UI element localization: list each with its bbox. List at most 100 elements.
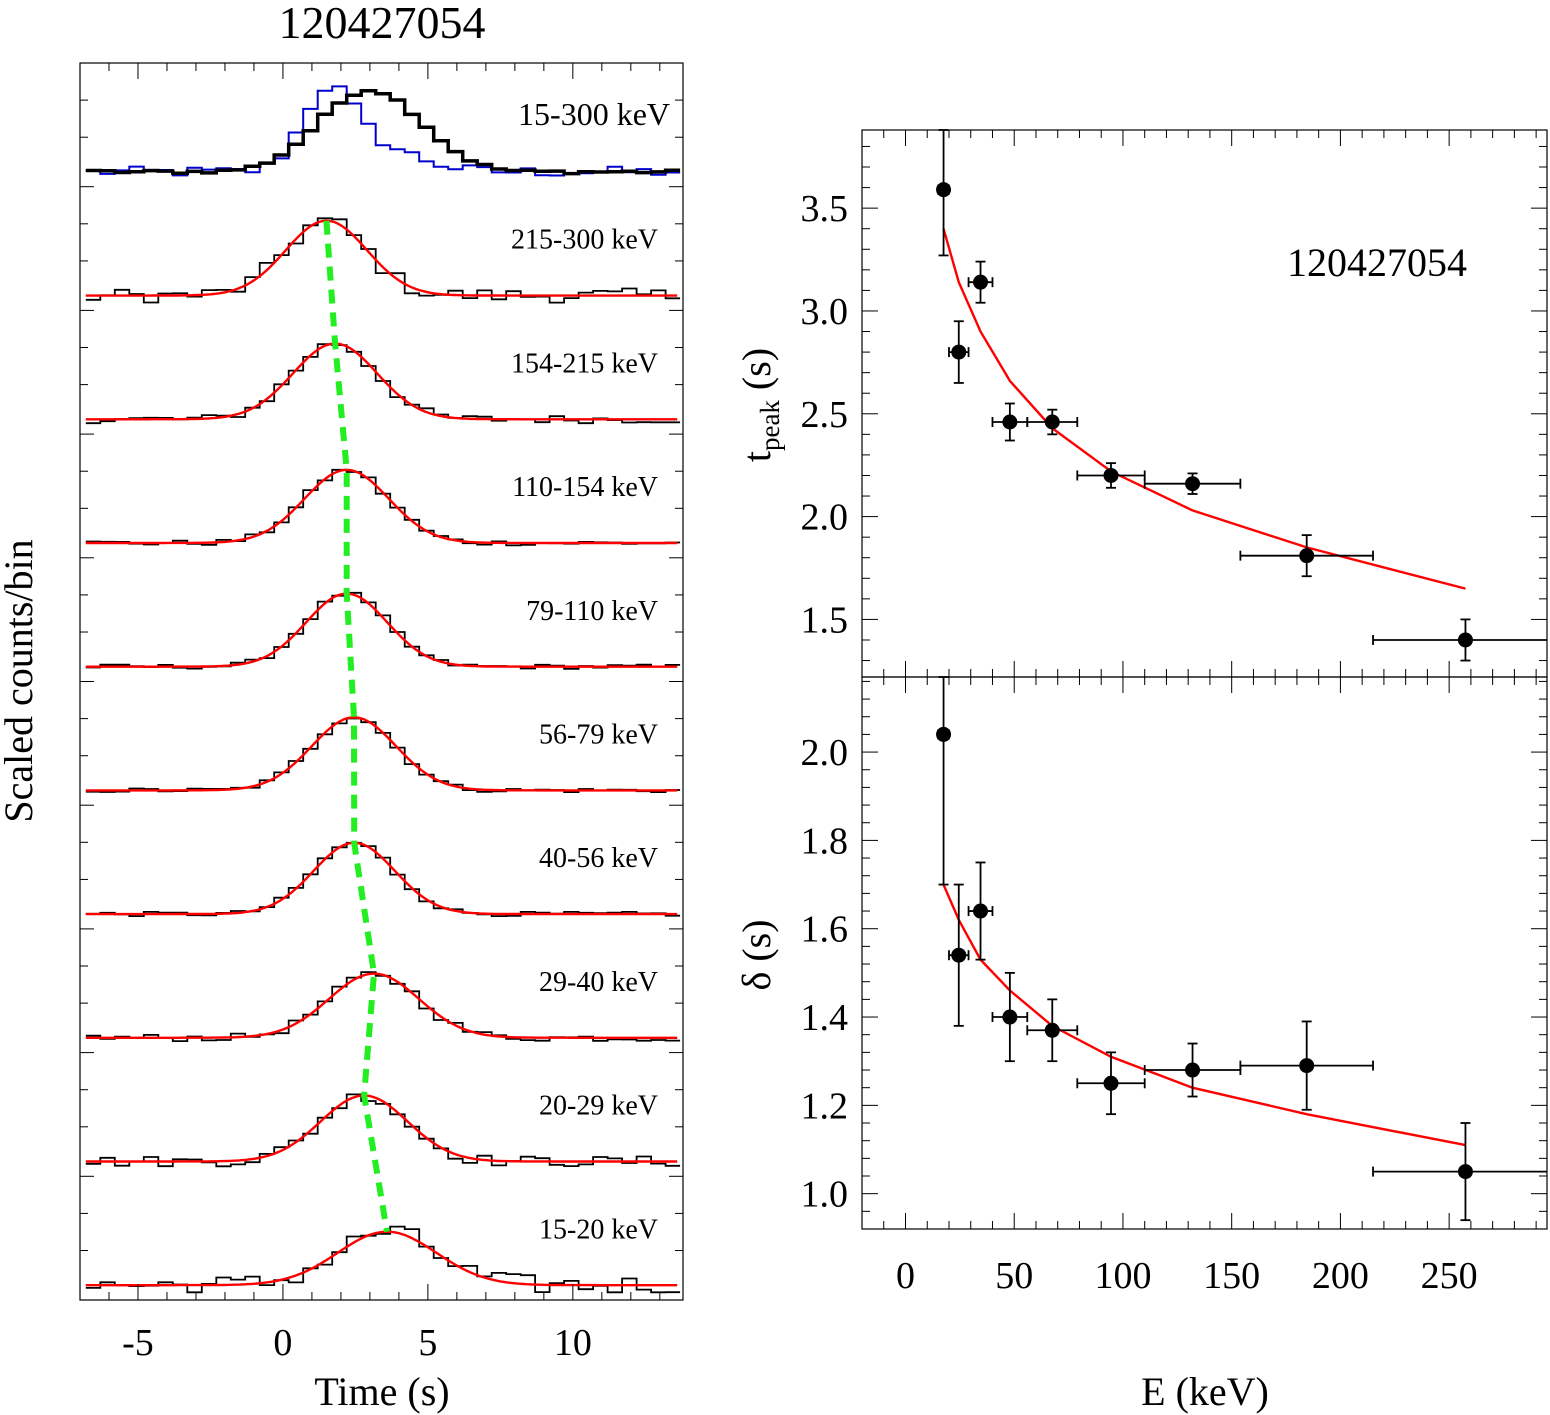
delta-panel-frame bbox=[861, 676, 1548, 1230]
y-tick-label: 2.5 bbox=[801, 394, 849, 436]
x-tick-label: 150 bbox=[1203, 1255, 1260, 1297]
delta-y-axis-label: δ (s) bbox=[734, 919, 779, 990]
y-tick-label: 1.2 bbox=[801, 1085, 849, 1127]
data-point bbox=[1076, 462, 1146, 489]
panel-56-79-keV: 56-79 keV bbox=[80, 681, 683, 793]
x-tick-label: 100 bbox=[1094, 1255, 1151, 1297]
data-marker bbox=[1044, 1022, 1060, 1038]
left-x-axis: -5 0 5 10 bbox=[79, 63, 661, 1364]
fit-curve bbox=[85, 342, 678, 421]
data-marker bbox=[1103, 1075, 1119, 1091]
data-point bbox=[1143, 472, 1242, 495]
right-x-axis: 0 50 100 150 200 250 bbox=[896, 1255, 1478, 1297]
data-point bbox=[967, 861, 994, 961]
data-marker bbox=[936, 182, 952, 198]
panel-79-110-keV: 79-110 keV bbox=[80, 557, 683, 670]
data-point bbox=[1143, 1042, 1242, 1098]
data-marker bbox=[1299, 548, 1315, 564]
y-tick-label: 1.4 bbox=[801, 997, 849, 1039]
y-tick-label: 3.0 bbox=[801, 291, 849, 333]
panel-40-56-keV: 40-56 keV bbox=[80, 804, 683, 917]
data-marker bbox=[1185, 1062, 1201, 1078]
y-tick-label: 1.5 bbox=[801, 599, 849, 641]
data-marker bbox=[1185, 476, 1201, 492]
panel-label: 79-110 keV bbox=[526, 596, 658, 627]
tpeak-ylabel-main: t bbox=[734, 451, 779, 462]
data-point bbox=[991, 971, 1029, 1063]
x-tick-label: 10 bbox=[554, 1322, 592, 1364]
data-point bbox=[1076, 1051, 1146, 1116]
data-marker bbox=[1299, 1058, 1315, 1074]
fit-curve bbox=[85, 592, 678, 668]
x-tick-label: 200 bbox=[1312, 1255, 1369, 1297]
x-tick-label: 50 bbox=[995, 1255, 1033, 1297]
x-tick-label: 250 bbox=[1421, 1255, 1478, 1297]
data-point bbox=[1026, 998, 1079, 1063]
y-tick-label: 2.0 bbox=[801, 732, 849, 774]
y-tick-label: 1.0 bbox=[801, 1174, 849, 1216]
data-point bbox=[991, 402, 1029, 442]
panel-20-29-keV: 20-29 keV bbox=[80, 1052, 683, 1168]
data-marker bbox=[973, 274, 989, 290]
model-fit-curve bbox=[942, 884, 1466, 1147]
panel-15-300-keV: 15-300 keV bbox=[80, 85, 683, 177]
data-marker bbox=[1457, 1164, 1473, 1180]
left-x-axis-label: Time (s) bbox=[314, 1369, 449, 1414]
panel-label: 29-40 keV bbox=[539, 967, 658, 998]
panel-label: 15-300 keV bbox=[518, 96, 670, 132]
right-chart-title: 120427054 bbox=[1287, 240, 1467, 285]
panel-label: 56-79 keV bbox=[539, 720, 658, 751]
fit-curve bbox=[85, 1230, 678, 1287]
data-point bbox=[1372, 1122, 1547, 1222]
energy-dependence-chart: 1.5 2.0 2.5 3.0 3.5 120427054 tpeak (s) 1.0 1… bbox=[734, 129, 1548, 1414]
data-point bbox=[967, 260, 994, 304]
panel-215-300-keV: 215-300 keV bbox=[80, 186, 683, 304]
data-marker bbox=[951, 344, 967, 360]
fit-curve bbox=[85, 468, 678, 545]
fit-curve bbox=[85, 841, 678, 916]
tpeak-ylabel-sub: peak bbox=[755, 400, 785, 451]
data-marker bbox=[1457, 632, 1473, 648]
data-marker bbox=[1002, 414, 1018, 430]
peak-trend-line bbox=[323, 220, 390, 1233]
x-tick-label: 5 bbox=[418, 1322, 437, 1364]
y-tick-label: 2.0 bbox=[801, 497, 849, 539]
delta-data-points bbox=[936, 676, 1547, 1222]
panel-label: 15-20 keV bbox=[539, 1214, 658, 1245]
tpeak-panel-frame bbox=[861, 129, 1548, 678]
tpeak-panel: 1.5 2.0 2.5 3.0 3.5 120427054 tpeak (s) bbox=[734, 129, 1548, 678]
panel-label: 110-154 keV bbox=[512, 472, 658, 503]
peak-trend-dashed-line bbox=[323, 220, 390, 1233]
y-tick-label: 1.8 bbox=[801, 820, 849, 862]
panel-29-40-keV: 29-40 keV bbox=[80, 928, 683, 1042]
data-point bbox=[1026, 408, 1079, 436]
right-x-axis-label: E (keV) bbox=[1141, 1369, 1269, 1414]
data-marker bbox=[973, 903, 989, 919]
tpeak-data-points bbox=[936, 129, 1547, 662]
panel-15-20-keV: 15-20 keV bbox=[80, 1175, 683, 1294]
data-marker bbox=[1044, 414, 1060, 430]
fit-curve bbox=[85, 1094, 678, 1163]
data-marker bbox=[936, 726, 952, 742]
tpeak-ylabel-tail: (s) bbox=[734, 348, 779, 400]
data-point bbox=[1239, 534, 1374, 578]
x-tick-label: -5 bbox=[122, 1322, 154, 1364]
y-tick-label: 1.6 bbox=[801, 909, 849, 951]
data-histogram bbox=[85, 1093, 681, 1168]
black-light-curve bbox=[85, 88, 681, 176]
data-point bbox=[948, 320, 970, 384]
left-chart-title: 120427054 bbox=[279, 0, 486, 48]
panel-110-154-keV: 110-154 keV bbox=[80, 433, 683, 547]
left-y-axis-label: Scaled counts/bin bbox=[0, 539, 41, 822]
x-tick-label: 0 bbox=[896, 1255, 915, 1297]
tpeak-axes: 1.5 2.0 2.5 3.0 3.5 bbox=[801, 130, 1547, 677]
data-marker bbox=[1103, 467, 1119, 483]
y-tick-label: 3.5 bbox=[801, 188, 849, 230]
fit-curve bbox=[85, 219, 678, 297]
data-point bbox=[1372, 618, 1547, 662]
light-curve-chart: 120427054 15-300 keV 215-300 keV 154-215 k… bbox=[0, 0, 684, 1414]
panel-label: 154-215 keV bbox=[511, 348, 658, 379]
x-tick-label: 0 bbox=[273, 1322, 292, 1364]
data-point bbox=[936, 676, 952, 886]
fit-curve bbox=[85, 972, 678, 1039]
